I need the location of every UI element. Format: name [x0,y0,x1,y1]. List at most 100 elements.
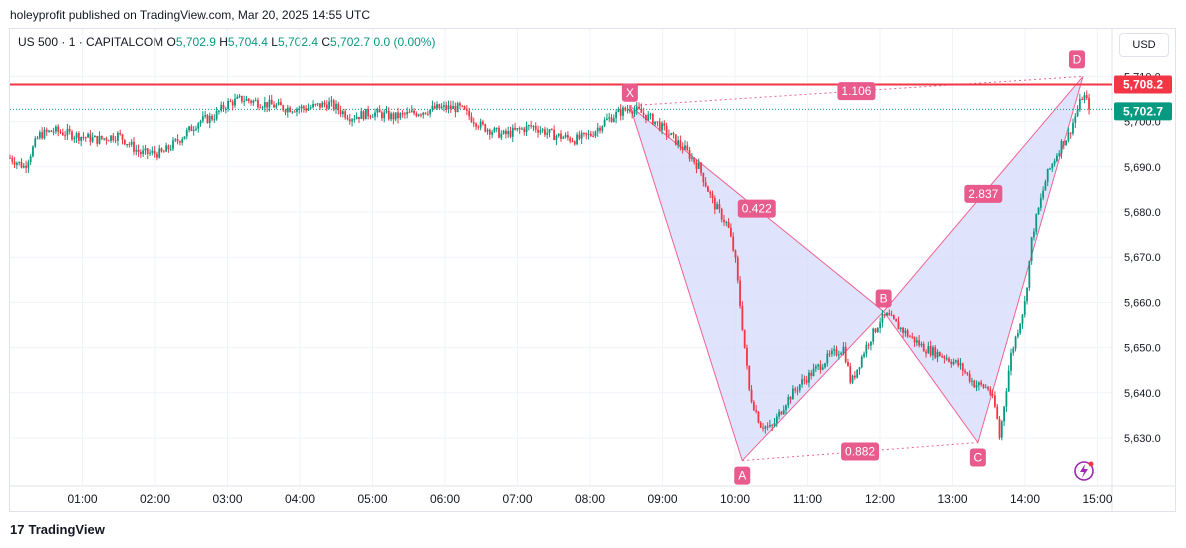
candle-body [417,114,420,116]
candle-body [475,123,477,127]
candle-body [842,346,845,354]
candle-body [482,121,484,125]
candle-body [1060,141,1063,154]
candle-body [431,105,434,110]
candle-body [94,135,96,138]
candle-body [266,102,269,108]
candle-body [378,109,381,113]
candle-body [100,135,103,139]
candle-body [1010,352,1012,371]
candle-body [151,150,154,153]
symbol-name[interactable]: US 500 · 1 · CAPITALCOM [18,35,164,49]
candle-body [1023,301,1026,315]
candle-body [1030,237,1033,261]
candle-body [183,136,186,140]
candle-body [899,327,902,330]
candle-body [218,110,220,112]
time-axis: 01:00 02:00 03:00 04:00 05:00 06:00 07:00 08:00… [67,492,1112,506]
candle-body [626,109,629,111]
candle-body [399,113,402,119]
candle-body [596,127,599,132]
candle-body [1044,181,1047,191]
candle-body [103,138,106,140]
resistance-price-tag: 5,708.2 [1114,75,1172,94]
candle-body [773,423,776,426]
ratio-label-text: 1.106 [841,84,871,98]
candle-body [851,375,854,383]
candle-body [213,119,216,121]
candle-body [36,137,39,139]
candle-body [755,410,758,412]
currency-button[interactable]: USD [1119,33,1169,57]
candle-body [38,132,41,138]
pattern-point-a-text: A [738,469,746,483]
candle-body [612,118,615,122]
candle-body [589,133,592,136]
candle-body [530,125,533,127]
candle-body [619,109,622,116]
candle-body [555,136,558,141]
candle-body [509,130,512,137]
candle-body [1014,336,1017,349]
candle-body [188,126,190,131]
candle-body [156,153,158,158]
candle-body [344,111,347,118]
candle-body [199,121,202,124]
candle-body [488,129,491,135]
candle-body [527,125,530,127]
candle-body [824,363,826,368]
candle-body [826,353,829,364]
x-tick-label: 05:00 [357,492,387,506]
candle-body [215,110,218,120]
tradingview-logo[interactable]: 17 TradingView [10,522,105,537]
candle-body [909,336,911,338]
candle-body [73,137,76,140]
candle-body [119,132,122,135]
close-value: 5,702.7 [330,35,371,49]
candle-body [729,227,732,237]
candle-body [1026,287,1028,302]
candle-body [1003,406,1005,422]
candle-body [1028,260,1031,288]
candle-body [9,157,11,159]
pattern-point-b-text: B [880,291,888,305]
candle-body [534,126,537,130]
candle-body [957,360,960,366]
candle-body [622,107,624,116]
candle-body [52,131,55,133]
x-tick-label: 10:00 [720,492,750,506]
candle-body [895,318,898,322]
flash-icon[interactable] [1074,461,1094,481]
candle-body [642,112,645,115]
candle-body [107,140,110,142]
candle-body [381,112,383,119]
candle-body [892,315,895,319]
candle-body [415,113,418,116]
candle-body [353,118,356,120]
candles [9,90,1090,441]
candle-body [34,138,37,147]
candle-body [158,148,161,158]
high-value: 5,704.4 [227,35,268,49]
candle-body [920,343,923,346]
candle-body [718,204,721,210]
candle-body [498,127,500,138]
candle-body [206,115,209,123]
candle-body [96,135,99,144]
candle-body [456,103,459,113]
candle-body [844,346,847,362]
candle-body [812,368,815,376]
publisher-caption: holeyprofit published on TradingView.com… [10,8,370,22]
candle-body [971,380,973,382]
ratio-label: 1.106 [837,82,876,101]
candle-body [927,346,930,354]
candle-body [420,114,422,116]
candle-body [750,389,753,402]
candle-body [564,134,567,138]
candle-body [153,150,156,154]
candle-body [61,132,64,136]
candle-body [562,137,565,139]
candle-body [204,115,207,117]
candle-body [1033,231,1035,238]
